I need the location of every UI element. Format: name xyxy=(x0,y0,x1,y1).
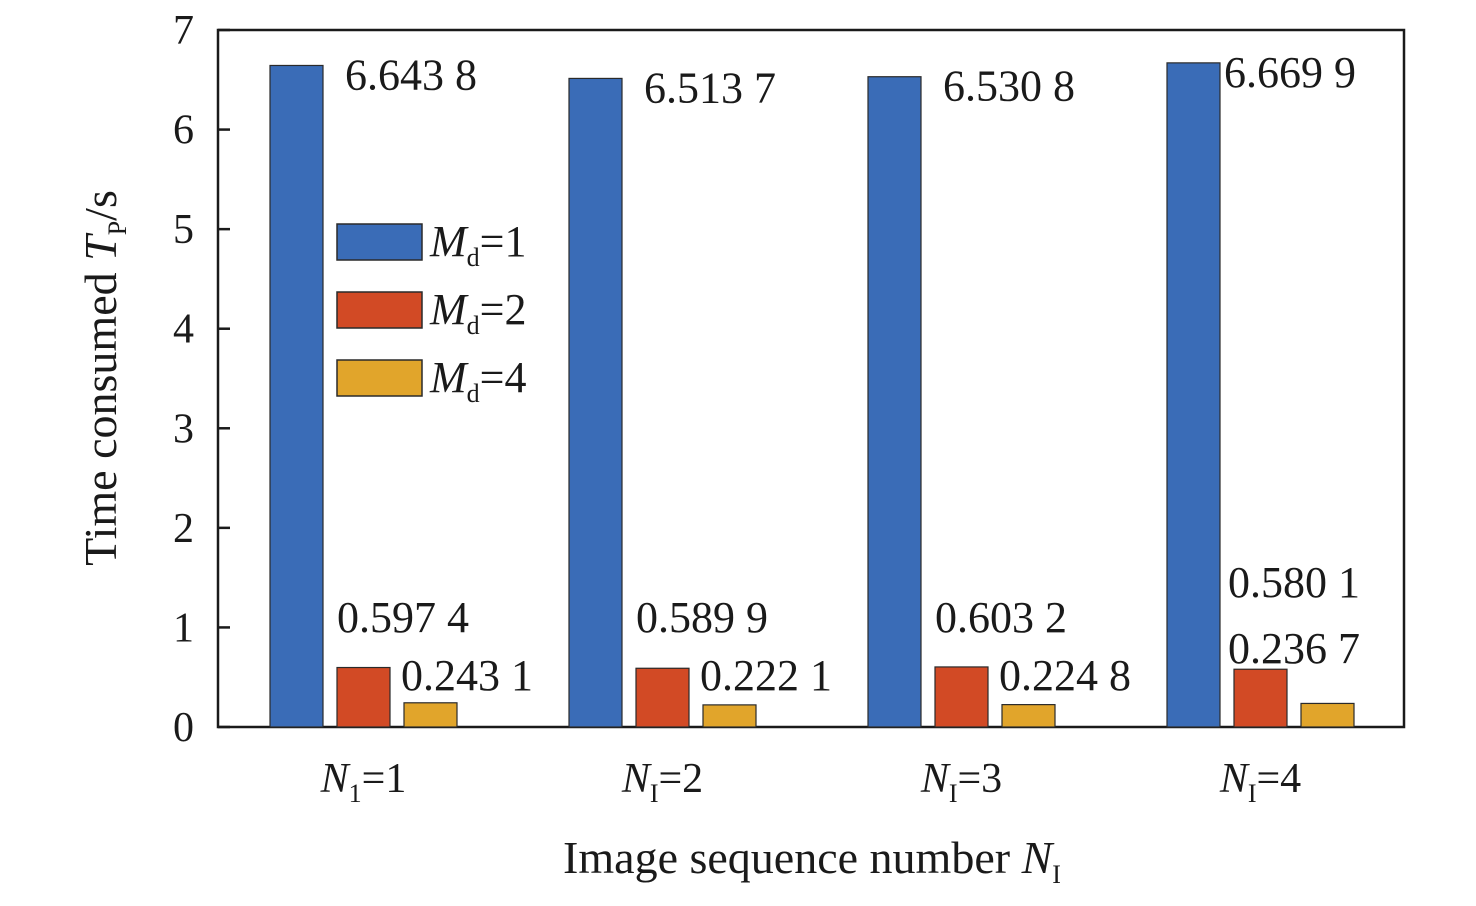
legend-swatch-3 xyxy=(336,359,423,397)
bar-series2-cat2 xyxy=(635,667,690,728)
data-label-series2-cat3: 0.603 2 xyxy=(935,593,1067,642)
data-label-series1-cat4: 6.669 9 xyxy=(1224,48,1356,97)
data-labels: 6.643 8 6.513 7 6.530 8 6.669 9 0.597 4 0.589… xyxy=(337,48,1360,700)
y-tick-label: 1 xyxy=(173,605,194,651)
data-label-series3-cat2: 0.222 1 xyxy=(700,651,832,700)
x-axis-label: Image sequence number NI xyxy=(563,832,1061,889)
y-axis-label: Time consumed TP/s xyxy=(75,190,132,566)
bar-series3-cat4 xyxy=(1300,702,1355,728)
x-category-label-1: N1=1 xyxy=(320,756,407,808)
data-label-series1-cat3: 6.530 8 xyxy=(943,62,1075,111)
y-tick-label: 6 xyxy=(173,108,194,154)
bar-series3-cat2 xyxy=(702,704,757,728)
x-axis-categories: N1=1 NI=2 NI=3 NI=4 xyxy=(320,756,1302,808)
legend: Md=1 Md=2 Md=4 xyxy=(336,217,526,408)
y-tick-label: 7 xyxy=(173,8,194,54)
data-label-series3-cat1: 0.243 1 xyxy=(401,651,533,700)
bar-series1-cat2 xyxy=(568,77,623,728)
y-tick-label: 0 xyxy=(173,705,194,751)
bar-series1-cat3 xyxy=(867,76,922,728)
y-tick-label: 4 xyxy=(173,307,194,353)
y-tick-label: 5 xyxy=(173,207,194,253)
bars xyxy=(269,62,1355,728)
legend-swatch-1 xyxy=(336,223,423,261)
data-label-series3-cat3: 0.224 8 xyxy=(999,651,1131,700)
y-axis-ticks: 0 1 2 3 4 5 6 7 xyxy=(173,8,230,751)
x-category-label-2: NI=2 xyxy=(621,756,703,808)
bar-series1-cat1 xyxy=(269,64,324,728)
bar-series2-cat4 xyxy=(1233,668,1288,728)
y-tick-label: 3 xyxy=(173,406,194,452)
data-label-series3-cat4: 0.236 7 xyxy=(1228,624,1360,673)
legend-label-1: Md=1 xyxy=(429,217,526,272)
x-category-label-4: NI=4 xyxy=(1219,756,1301,808)
bar-series1-cat4 xyxy=(1166,62,1221,728)
bar-series2-cat1 xyxy=(336,666,391,728)
data-label-series1-cat1: 6.643 8 xyxy=(345,50,477,99)
legend-swatch-2 xyxy=(336,291,423,329)
bar-series3-cat3 xyxy=(1001,704,1056,728)
x-category-label-3: NI=3 xyxy=(920,756,1002,808)
data-label-series2-cat1: 0.597 4 xyxy=(337,593,469,642)
legend-label-3: Md=4 xyxy=(429,353,526,408)
bar-series2-cat3 xyxy=(934,666,989,728)
data-label-series2-cat2: 0.589 9 xyxy=(636,593,768,642)
y-tick-label: 2 xyxy=(173,506,194,552)
legend-label-2: Md=2 xyxy=(429,285,526,340)
data-label-series1-cat2: 6.513 7 xyxy=(644,63,776,112)
bar-series3-cat1 xyxy=(403,702,458,728)
data-label-series2-cat4: 0.580 1 xyxy=(1228,558,1360,607)
plot-frame xyxy=(216,28,1406,729)
